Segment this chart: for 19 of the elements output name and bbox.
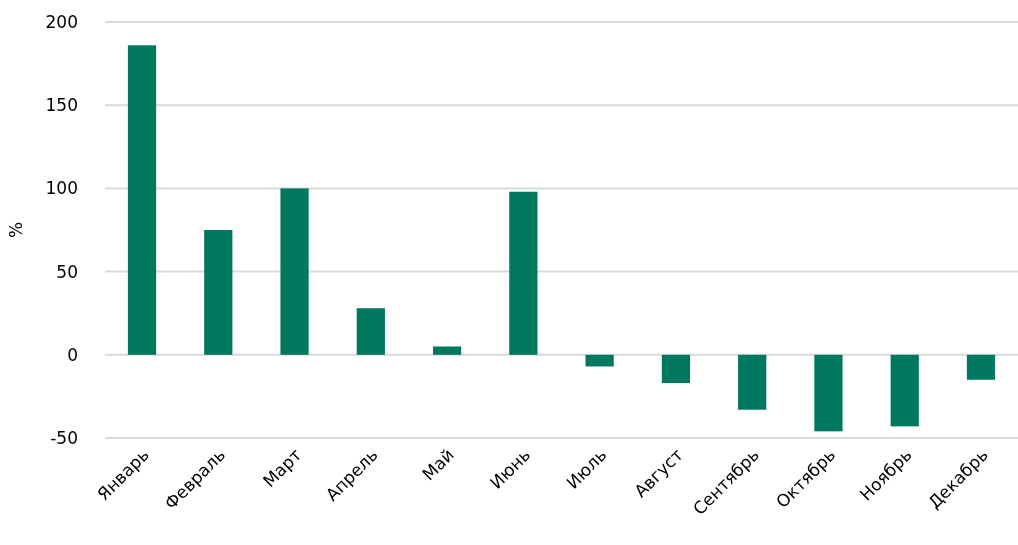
bar xyxy=(966,354,996,380)
y-tick-label: 150 xyxy=(45,95,78,116)
y-tick-label: 0 xyxy=(67,344,78,365)
y-tick-label: 200 xyxy=(45,11,78,32)
bar xyxy=(127,45,157,355)
bar xyxy=(356,308,385,355)
bar xyxy=(432,346,462,355)
y-tick-label: 50 xyxy=(56,261,78,282)
bar xyxy=(204,230,233,355)
bar xyxy=(738,354,767,410)
bar xyxy=(585,354,614,367)
bar xyxy=(814,354,843,432)
bar xyxy=(280,188,309,355)
y-tick-label: 100 xyxy=(45,178,78,199)
bar xyxy=(661,354,691,384)
bar xyxy=(890,354,919,427)
bar xyxy=(509,191,538,355)
y-tick-label: -50 xyxy=(50,427,78,448)
y-axis-title: % xyxy=(6,221,26,239)
